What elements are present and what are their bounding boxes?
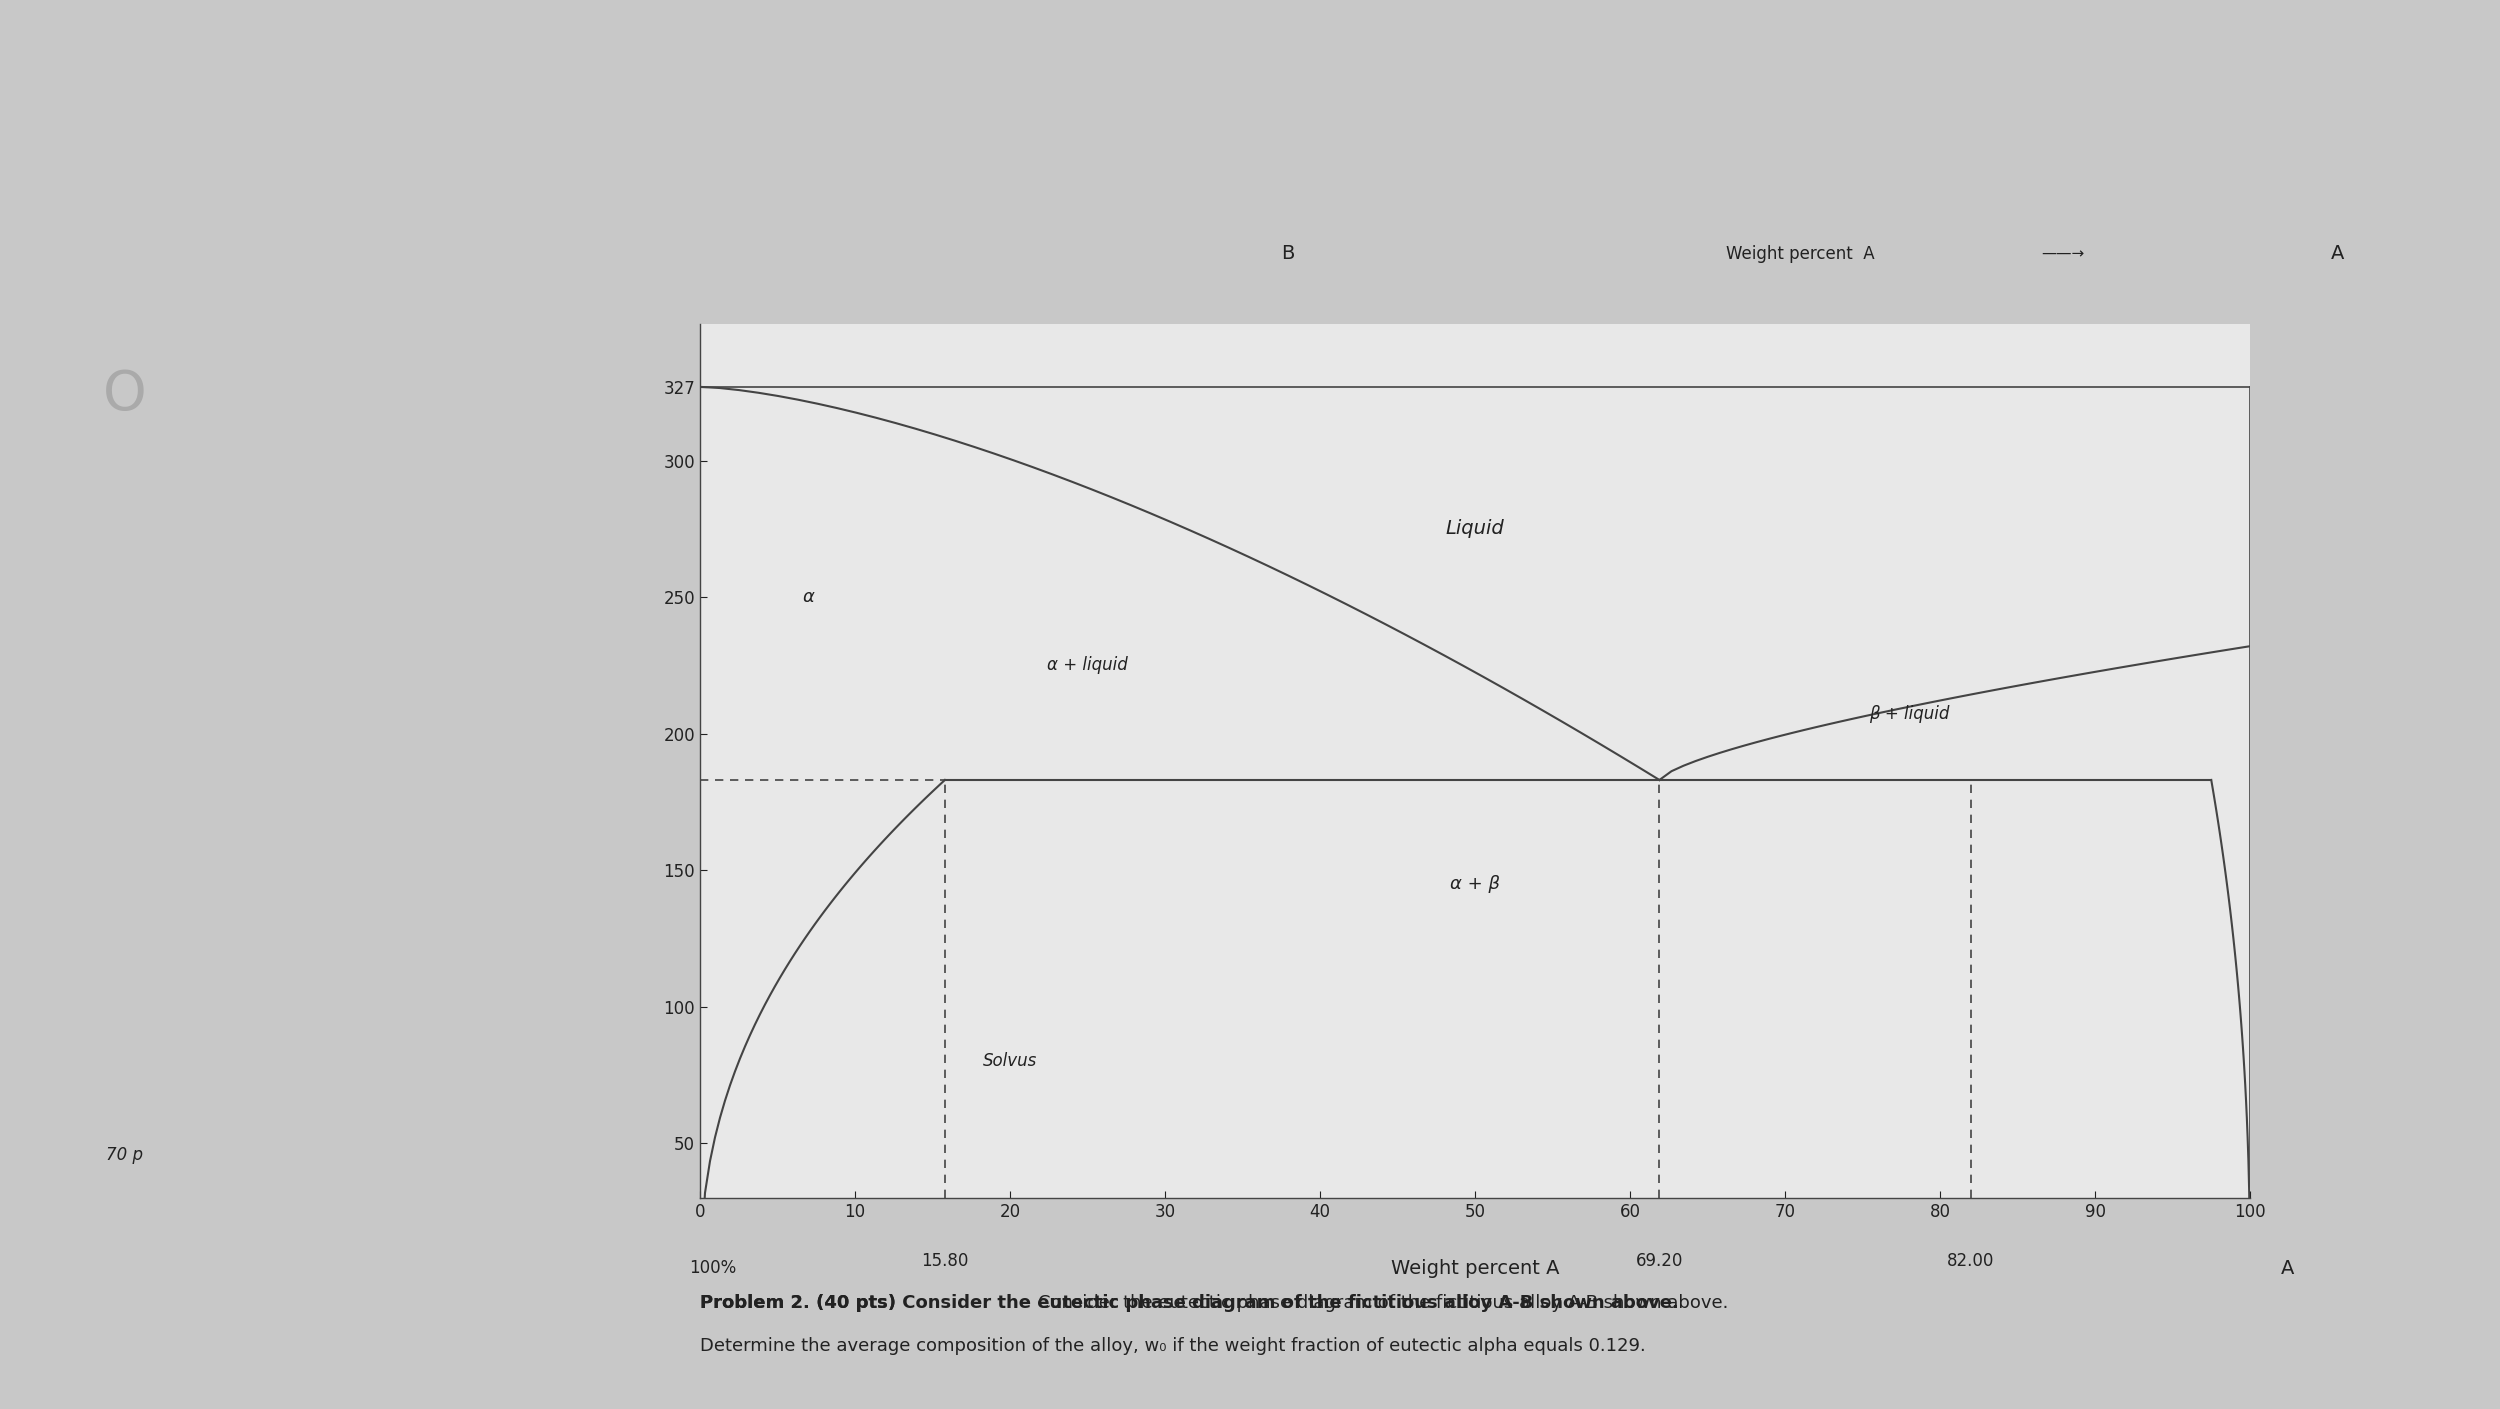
Text: Determine the average composition of the alloy, w₀ if the weight fraction of eut: Determine the average composition of the… <box>700 1337 1645 1354</box>
Text: Weight percent A: Weight percent A <box>1390 1258 1560 1278</box>
Text: β + liquid: β + liquid <box>1870 706 1950 723</box>
Text: Liquid: Liquid <box>1445 520 1505 538</box>
Text: A: A <box>2280 1258 2295 1278</box>
Text: 82.00: 82.00 <box>1948 1253 1995 1271</box>
Text: Solvus: Solvus <box>982 1053 1038 1071</box>
Text: α + β: α + β <box>1450 875 1500 893</box>
Text: α + liquid: α + liquid <box>1048 657 1128 675</box>
Text: B: B <box>1280 244 1295 263</box>
Text: 15.80: 15.80 <box>920 1253 968 1271</box>
Text: A: A <box>2330 244 2345 263</box>
Text: 69.20: 69.20 <box>1635 1253 1682 1271</box>
Text: O: O <box>102 368 148 421</box>
Text: Consider the eutectic phase diagram of the fictitious alloy A-B shown above.: Consider the eutectic phase diagram of t… <box>1038 1295 1728 1312</box>
Text: Problem 2. (40 pts): Problem 2. (40 pts) <box>700 1295 902 1312</box>
Text: ——→: ——→ <box>2040 247 2085 261</box>
Text: 70 p: 70 p <box>107 1147 142 1164</box>
Text: α: α <box>802 588 815 606</box>
Text: Weight percent  A: Weight percent A <box>1725 245 1875 262</box>
Text: Problem 2. (40 pts) Consider the eutectic phase diagram of the fictitious alloy : Problem 2. (40 pts) Consider the eutecti… <box>700 1295 1680 1312</box>
Text: 100%: 100% <box>690 1260 735 1277</box>
